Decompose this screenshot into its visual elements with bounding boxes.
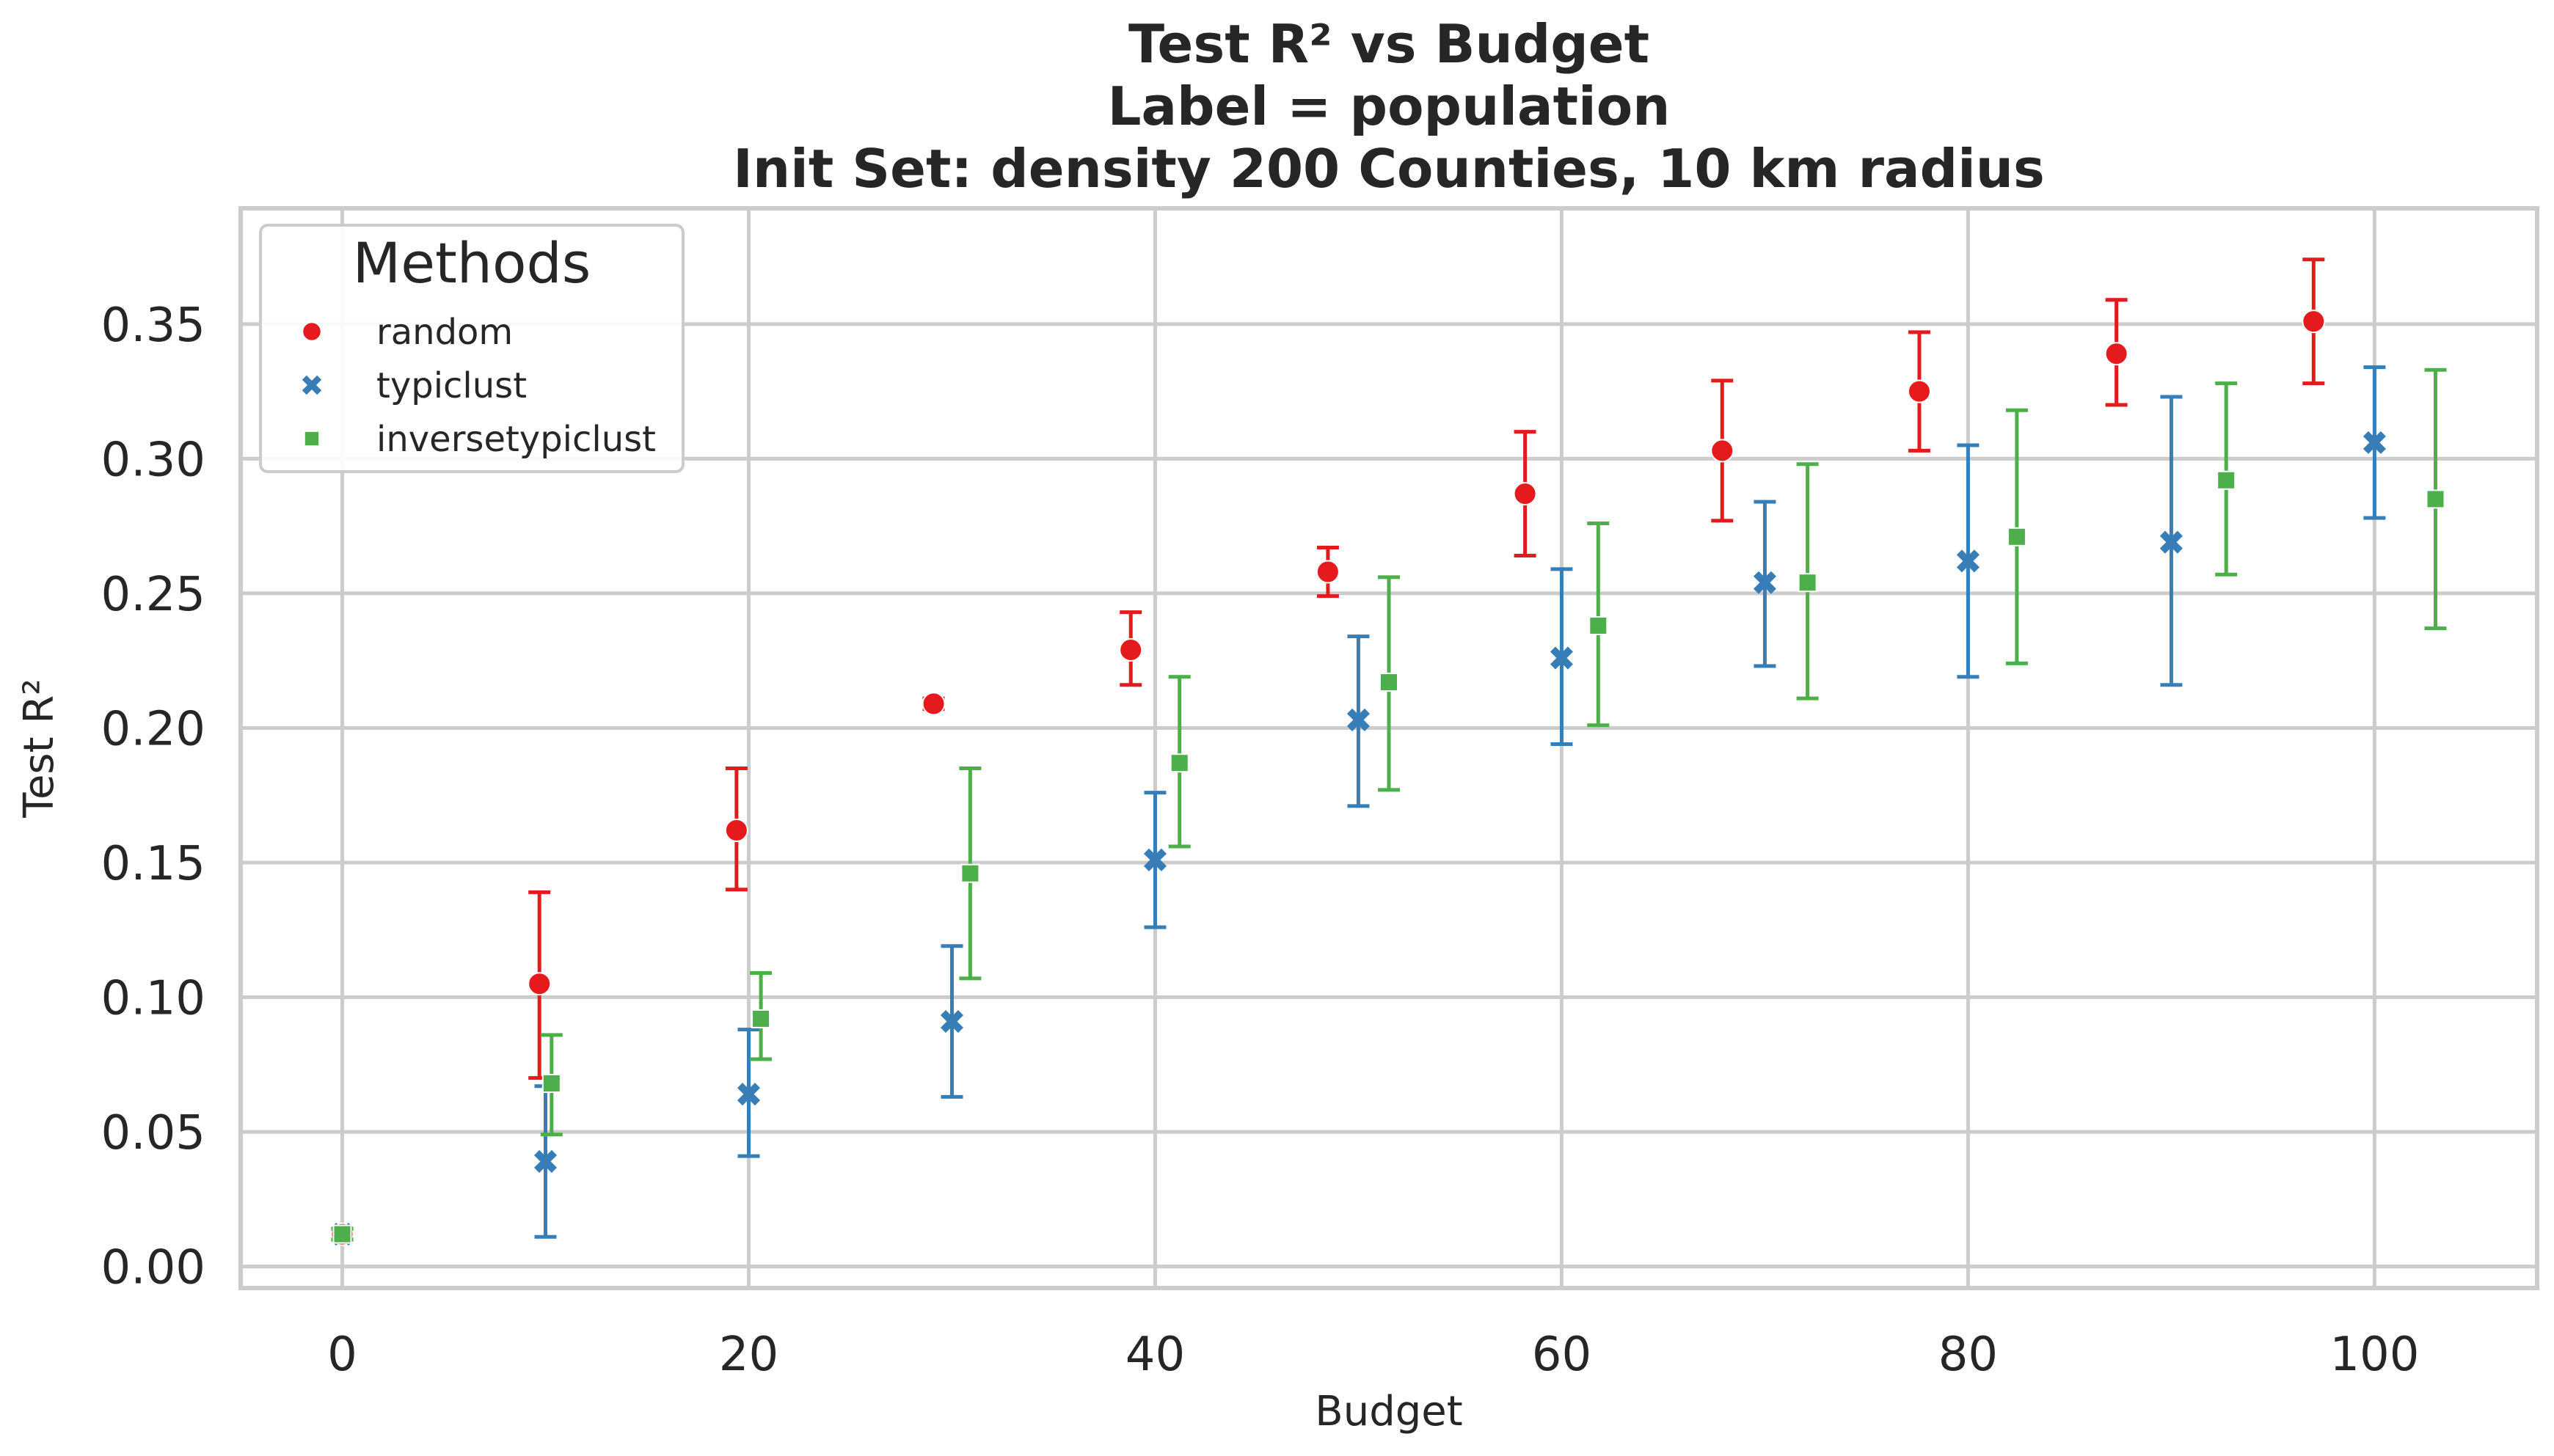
data-point [1379,673,1398,692]
chart-title: Test R² vs Budget Label = population Ini… [733,13,2045,200]
series-inversetypiclust [331,367,2447,1244]
data-point [2104,342,2128,366]
chart-title-line-2: Label = population [1108,76,1671,137]
data-point [1316,560,1340,584]
data-point [1143,848,1167,871]
x-tick-label: 80 [1938,1328,1998,1382]
x-tick-label: 0 [327,1328,357,1382]
data-point [303,430,321,447]
data-point [302,375,322,395]
y-tick-label: 0.20 [101,702,206,756]
y-tick-label: 0.00 [101,1241,206,1295]
chart-title-line-1: Test R² vs Budget [1128,13,1649,75]
chart-title-line-3: Init Set: density 200 Counties, 10 km ra… [733,138,2045,200]
data-point [1798,573,1817,593]
legend-item-inversetypiclust: inversetypiclust [303,419,656,460]
data-point [2159,530,2183,554]
y-tick-label: 0.25 [101,568,206,622]
x-axis-ticks: 0 20 40 60 80 100 [327,1328,2419,1382]
data-point [737,1083,761,1106]
y-tick-label: 0.15 [101,837,206,891]
y-axis-ticks: 0.00 0.05 0.10 0.15 0.20 0.25 0.30 0.35 [101,299,206,1295]
data-point [2426,489,2445,509]
legend: Methods random typiclust inversetypiclust [259,224,685,473]
y-axis-label: Test R² [15,678,63,818]
data-point [2007,527,2026,546]
data-point [1170,753,1189,773]
legend-label: random [376,312,513,353]
y-tick-label: 0.10 [101,972,206,1026]
data-series [330,257,2447,1246]
series-typiclust [330,365,2386,1246]
legend-label: typiclust [376,365,527,406]
data-point [528,972,552,996]
x-tick-label: 100 [2329,1328,2419,1382]
data-point [922,692,946,716]
series-random [330,257,2326,1246]
data-point [1753,571,1776,594]
legend-frame [259,224,685,473]
data-point [2302,310,2326,334]
legend-item-typiclust: typiclust [302,365,527,406]
data-point [541,1074,561,1094]
y-tick-label: 0.05 [101,1106,206,1160]
data-point [1119,638,1143,662]
y-tick-label: 0.30 [101,433,206,487]
data-point [1710,439,1734,463]
data-point [751,1009,771,1028]
legend-items: random typiclust inversetypiclust [302,312,656,460]
x-axis-label: Budget [1315,1388,1462,1435]
data-point [332,1224,352,1244]
data-point [1956,549,1980,573]
x-tick-label: 60 [1532,1328,1591,1382]
legend-title: Methods [353,230,591,296]
data-point [724,818,748,842]
data-point [2216,470,2236,490]
legend-item-random: random [302,312,513,353]
data-point [302,321,322,342]
plot-frame [238,206,2539,1290]
data-point [940,1010,964,1034]
data-point [2363,431,2386,454]
data-point [1513,482,1537,506]
data-point [1907,379,1931,403]
data-point [1550,646,1573,670]
y-tick-label: 0.35 [101,299,206,353]
data-point [1346,708,1370,731]
data-point [533,1149,558,1174]
x-tick-label: 40 [1125,1328,1185,1382]
x-tick-label: 20 [719,1328,778,1382]
legend-label: inversetypiclust [376,419,656,460]
data-point [1588,615,1608,635]
data-point [960,863,980,883]
